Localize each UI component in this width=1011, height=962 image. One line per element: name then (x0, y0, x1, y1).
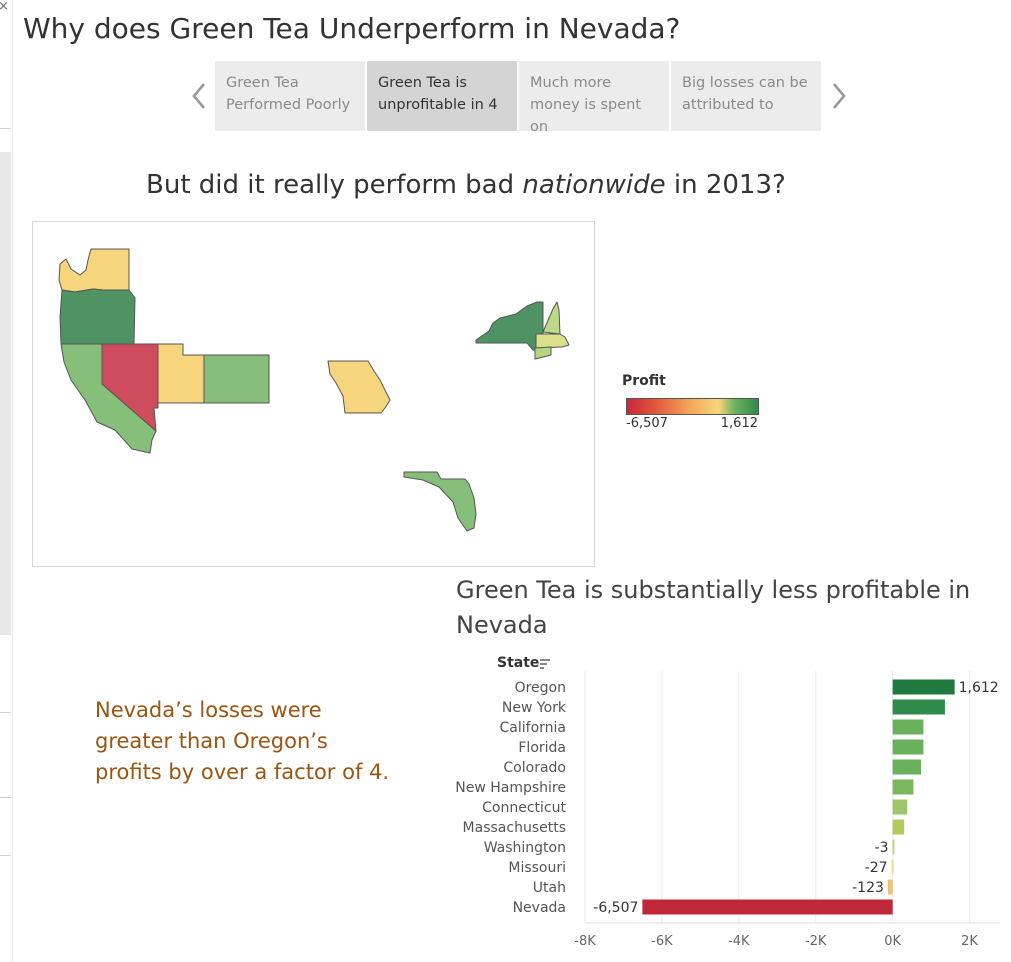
rail-divider (0, 712, 11, 713)
legend-max-label: 1,612 (720, 416, 758, 431)
subtitle-text-end: in 2013? (665, 170, 786, 200)
story-point-label: Big losses can be attributed to (682, 75, 808, 113)
subtitle-emphasis: nationwide (522, 170, 666, 200)
category-label: Connecticut (482, 800, 566, 816)
x-tick-label: -2K (805, 934, 827, 949)
x-tick-label: -4K (728, 934, 750, 949)
story-point-label: Much more money is spent on (530, 75, 642, 131)
page-title: Why does Green Tea Underperform in Nevad… (23, 12, 681, 45)
category-label: Oregon (515, 680, 566, 696)
profit-map-canvas (58, 248, 570, 532)
bar (892, 739, 924, 755)
bar (892, 839, 895, 855)
x-tick-label: 2K (961, 934, 978, 949)
axis-header-state: State (497, 655, 540, 671)
x-tick-label: -6K (651, 934, 673, 949)
state-oregon[interactable] (59, 288, 136, 345)
rail-divider (0, 855, 11, 856)
data-label: 1,612 (959, 680, 999, 696)
bar (892, 819, 905, 835)
bar (892, 759, 922, 775)
category-label: Washington (484, 840, 566, 856)
state-florida[interactable] (403, 471, 477, 532)
category-label: Massachusetts (463, 820, 566, 836)
bar (892, 699, 945, 715)
state-new-hampshire[interactable] (542, 301, 561, 335)
subtitle-text-start: But did it really perform bad (146, 170, 523, 200)
story-prev-button[interactable] (186, 76, 212, 116)
state-washington[interactable] (58, 248, 130, 293)
sort-descending-icon[interactable] (539, 658, 551, 670)
story-next-button[interactable] (826, 76, 852, 116)
close-icon[interactable]: × (0, 0, 9, 14)
rail-panel (0, 152, 11, 635)
bar (892, 679, 955, 695)
left-rail: × (0, 0, 13, 962)
category-label: Nevada (513, 900, 566, 916)
x-tick-label: 0K (884, 934, 901, 949)
profit-map[interactable] (32, 221, 595, 567)
rail-divider (0, 797, 11, 798)
data-label: -27 (865, 860, 888, 876)
state-missouri[interactable] (327, 360, 391, 414)
state-connecticut[interactable] (534, 346, 552, 360)
category-label: California (500, 720, 566, 736)
chevron-left-icon (192, 83, 205, 109)
map-subtitle: But did it really perform bad nationwide… (146, 170, 786, 200)
profit-legend: Profit -6,507 1,612 (622, 373, 762, 431)
legend-min-label: -6,507 (626, 416, 668, 431)
category-label: New York (502, 700, 567, 716)
story-point-2[interactable]: Green Tea is unprofitable in 4 (367, 61, 517, 131)
story-point-label: Green Tea Performed Poorly (226, 75, 351, 113)
bar (892, 719, 924, 735)
data-label: -123 (852, 880, 884, 896)
bar-chart-title: Green Tea is substantially less profitab… (456, 576, 971, 639)
bar (892, 799, 908, 815)
bar (891, 859, 894, 875)
data-label: -3 (875, 840, 889, 856)
story-point-label: Green Tea is unprofitable in 4 (378, 75, 498, 113)
legend-title: Profit (622, 373, 666, 389)
rail-divider (0, 128, 11, 129)
chevron-right-icon (833, 83, 846, 109)
story-point-1[interactable]: Green Tea Performed Poorly (215, 61, 365, 131)
state-colorado[interactable] (203, 354, 270, 404)
bar (642, 899, 893, 915)
story-points: Green Tea Performed Poorly Green Tea is … (215, 61, 821, 131)
category-label: Florida (518, 740, 566, 756)
category-label: Missouri (508, 860, 566, 876)
profit-bar-chart: -8K -6K -4K -2K 0K 2K Oregon 1,612 New York Calif… (455, 671, 1000, 949)
x-tick-label: -8K (574, 934, 596, 949)
data-label: -6,507 (593, 900, 638, 916)
bar (892, 779, 914, 795)
category-label: New Hampshire (455, 780, 566, 796)
bar (887, 879, 893, 895)
category-label: Utah (533, 880, 566, 896)
legend-color-ramp (626, 398, 759, 415)
state-massachusetts[interactable] (535, 333, 570, 349)
state-new-york[interactable] (475, 301, 544, 351)
category-label: Colorado (503, 760, 566, 776)
story-point-4[interactable]: Big losses can be attributed to (671, 61, 821, 131)
state-utah[interactable] (157, 343, 205, 404)
story-point-3[interactable]: Much more money is spent on (519, 61, 669, 131)
annotation-text: Nevada’s losses were greater than Oregon… (95, 698, 390, 784)
